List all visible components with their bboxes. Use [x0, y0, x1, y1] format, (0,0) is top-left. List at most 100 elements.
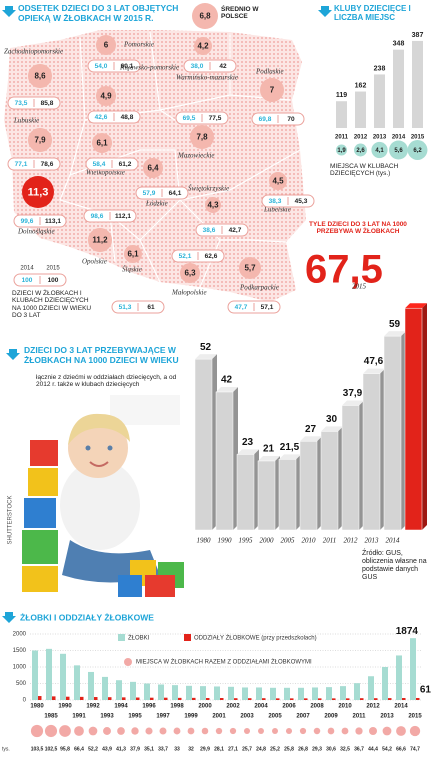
place-circle	[271, 727, 279, 735]
pill-value-2014: 100	[22, 277, 33, 284]
block	[22, 566, 58, 592]
region-share: 4,9	[100, 92, 112, 101]
pill-value-2015: 62,6	[205, 253, 218, 260]
x-tick-label: 1999	[184, 714, 198, 720]
region-name: Warmińsko-mazurskie	[176, 74, 238, 82]
pill-value-2015: 100	[48, 277, 59, 284]
clubs-title: KLUBY DZIECIĘCE I LICZBA MIEJSC	[334, 4, 411, 23]
pill-value-2015: 48,8	[121, 114, 134, 121]
place-circle	[229, 727, 237, 735]
x-tick-label: 2009	[324, 714, 338, 720]
bar	[393, 49, 404, 129]
legend-swatch	[184, 634, 191, 641]
x-tick-label: 1995	[128, 714, 142, 720]
x-tick-label: 2013	[380, 714, 394, 720]
place-label: 30,6	[326, 746, 336, 752]
x-tick-label: 1985	[44, 714, 58, 720]
place-circle	[30, 724, 44, 738]
place-circle	[327, 727, 335, 735]
value-label: 52	[200, 342, 212, 353]
bar	[172, 685, 178, 700]
arrow-icon	[6, 349, 20, 360]
place-label: 33	[174, 746, 180, 752]
bar	[256, 687, 262, 700]
place-label: 74,7	[410, 746, 420, 752]
pill-value-2015: 42,7	[229, 227, 242, 234]
place-label: 26,8	[298, 746, 308, 752]
place-label: 41,3	[116, 746, 126, 752]
x-tick-label: 2014	[392, 135, 406, 141]
block	[22, 530, 58, 564]
x-tick-label: 1980	[197, 537, 212, 545]
bar-side	[422, 303, 427, 530]
bar	[150, 697, 154, 700]
region-name: Kujawsko-pomorskie	[119, 64, 179, 72]
pill-value-2014: 51,3	[119, 304, 132, 311]
bar	[186, 685, 192, 700]
region-bubble	[194, 37, 212, 55]
value-label: 348	[393, 41, 405, 48]
value-label: 387	[412, 32, 424, 39]
place-circle	[215, 727, 223, 735]
x-tick-label: 2004	[254, 704, 268, 710]
bar	[362, 373, 381, 531]
place-circle	[299, 727, 307, 735]
legend-label: ŻŁOBKI	[128, 635, 150, 642]
bar	[248, 698, 252, 700]
x-tick-label: 1992	[86, 704, 100, 710]
arrow-icon	[2, 612, 16, 623]
place-label: 36,7	[354, 746, 364, 752]
bar-top	[237, 449, 259, 455]
place-label: 29,3	[312, 746, 322, 752]
bar	[290, 698, 294, 700]
x-tick-label: 1990	[218, 537, 233, 545]
place-circle	[131, 727, 139, 735]
photo: SHUTTERSTOCK	[8, 395, 184, 597]
region-share: 11,3	[28, 186, 49, 198]
bar	[312, 687, 318, 700]
y-tick-label: 1000	[13, 665, 27, 671]
child-eye	[85, 445, 91, 451]
region-bubble	[205, 197, 221, 213]
x-tick-label: 2000	[198, 704, 212, 710]
pill-value-2015: 61	[147, 304, 155, 311]
region-name: Małopolskie	[171, 289, 207, 297]
pill-value-2014: 69,8	[259, 116, 272, 123]
place-label: 35,1	[144, 746, 154, 752]
bar	[360, 698, 364, 700]
value-label: 42	[221, 375, 233, 386]
bar-top	[405, 303, 427, 309]
child-eye	[107, 445, 113, 451]
child-mouth	[89, 461, 109, 467]
place-circle	[44, 724, 58, 738]
value-label: 30	[326, 414, 338, 425]
bar	[158, 684, 164, 700]
bar	[206, 698, 210, 700]
region-share: 4,3	[207, 201, 219, 210]
region-name: Lubuskie	[13, 117, 39, 125]
x-tick-label: 1994	[114, 704, 128, 710]
pill-value-2015: 113,1	[45, 218, 61, 225]
pill-value-2014: 77,1	[15, 161, 28, 168]
child-head	[68, 418, 128, 478]
bar	[236, 454, 255, 531]
x-tick-label: 1990	[58, 704, 72, 710]
pill-value-2014: 38,3	[269, 198, 282, 205]
bar	[228, 686, 234, 700]
place-label: 54,2	[382, 746, 392, 752]
place-circle	[369, 727, 377, 735]
place-circle	[159, 727, 167, 735]
place-label: 102,5	[45, 746, 58, 752]
average-bubble	[192, 3, 218, 29]
y-tick-label: 2000	[13, 632, 27, 638]
x-tick-label: 2012	[354, 135, 368, 141]
arrow-icon	[2, 6, 16, 17]
bar	[382, 667, 388, 700]
pill-value-2015: 57,1	[261, 304, 274, 311]
bar	[257, 460, 276, 531]
place-circle	[201, 727, 209, 735]
place-label: 24,8	[256, 746, 266, 752]
place-label: 103,5	[31, 746, 44, 752]
bar	[346, 698, 350, 700]
x-tick-label: 2011	[352, 714, 366, 720]
